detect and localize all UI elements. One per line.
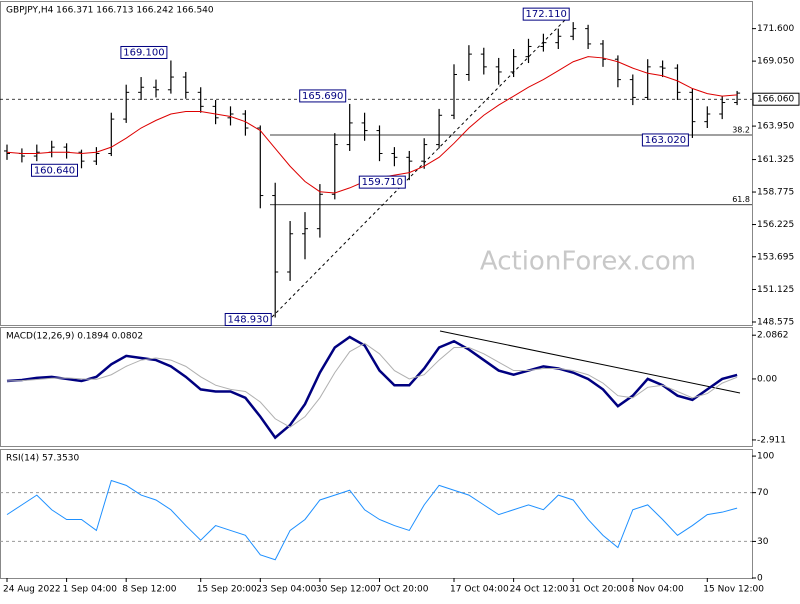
x-tick-label: 1 Sep 04:00 (63, 585, 118, 595)
annotation-box (358, 175, 406, 189)
annotation-label: 165.690 (302, 91, 343, 102)
macd-trend-line (439, 330, 741, 394)
y-tick-label: 171.600 (757, 24, 794, 34)
y-tick-label: 0.00 (757, 374, 777, 384)
annotation-box (641, 133, 689, 147)
y-tick-label: 148.575 (757, 318, 794, 328)
fib-label: 38.2 (732, 126, 750, 135)
annotation-label: 163.020 (645, 135, 686, 146)
y-tick-label: 30 (757, 537, 769, 547)
x-tick-label: 24 Aug 2022 (3, 585, 61, 595)
annotation-label: 160.640 (34, 165, 75, 176)
macd-title: MACD(12,26,9) 0.1894 0.0802 (6, 332, 143, 342)
x-tick-label: 15 Nov 12:00 (703, 585, 764, 595)
annotation-box (31, 163, 78, 177)
y-tick-label: 158.775 (757, 188, 794, 198)
rsi-panel (0, 449, 753, 579)
annotation-label: 172.110 (526, 9, 567, 20)
x-tick-label: 23 Sep 04:00 (256, 585, 316, 595)
y-tick-label: 156.225 (757, 220, 794, 230)
x-tick-label: 7 Oct 20:00 (376, 585, 429, 595)
y-tick-label: 151.125 (757, 285, 794, 295)
trend-line (271, 17, 568, 318)
y-tick-label: 163.950 (757, 122, 794, 132)
chart-title: GBPJPY,H4 166.371 166.713 166.242 166.54… (6, 6, 214, 16)
y-tick-label: 161.325 (757, 155, 794, 165)
x-tick-label: 24 Oct 12:00 (510, 585, 569, 595)
y-tick-label: -2.911 (757, 435, 786, 445)
x-tick-label: 17 Oct 04:00 (450, 585, 509, 595)
annotation-box (299, 89, 347, 103)
y-tick-label: 70 (757, 488, 769, 498)
annotation-label: 169.100 (123, 47, 164, 58)
x-tick-label: 30 Sep 12:00 (316, 585, 376, 595)
annotation-label: 148.930 (228, 314, 269, 325)
current-price-label: 166.060 (757, 95, 794, 105)
macd-panel (0, 327, 753, 447)
y-tick-label: 100 (757, 452, 774, 462)
annotation-box (522, 7, 570, 21)
x-tick-label: 8 Sep 12:00 (122, 585, 177, 595)
annotation-box (120, 45, 168, 59)
y-tick-label: 2.0862 (757, 331, 789, 341)
indicator-line (6, 342, 738, 428)
indicator-line (6, 479, 738, 561)
indicator-line (6, 335, 738, 440)
price-panel (0, 1, 753, 326)
x-tick-label: 15 Sep 20:00 (197, 585, 257, 595)
y-tick-label: 0 (757, 574, 763, 584)
watermark: ActionForex.com (480, 247, 696, 277)
y-tick-label: 169.050 (757, 57, 794, 67)
rsi-title: RSI(14) 57.3530 (6, 454, 79, 464)
x-tick-label: 8 Nov 04:00 (629, 585, 684, 595)
y-tick-label: 153.695 (757, 252, 794, 262)
annotation-box (224, 312, 272, 326)
fib-label: 61.8 (732, 195, 750, 204)
x-tick-label: 31 Oct 20:00 (569, 585, 628, 595)
annotation-label: 159.710 (362, 177, 403, 188)
current-price-box (752, 92, 800, 106)
